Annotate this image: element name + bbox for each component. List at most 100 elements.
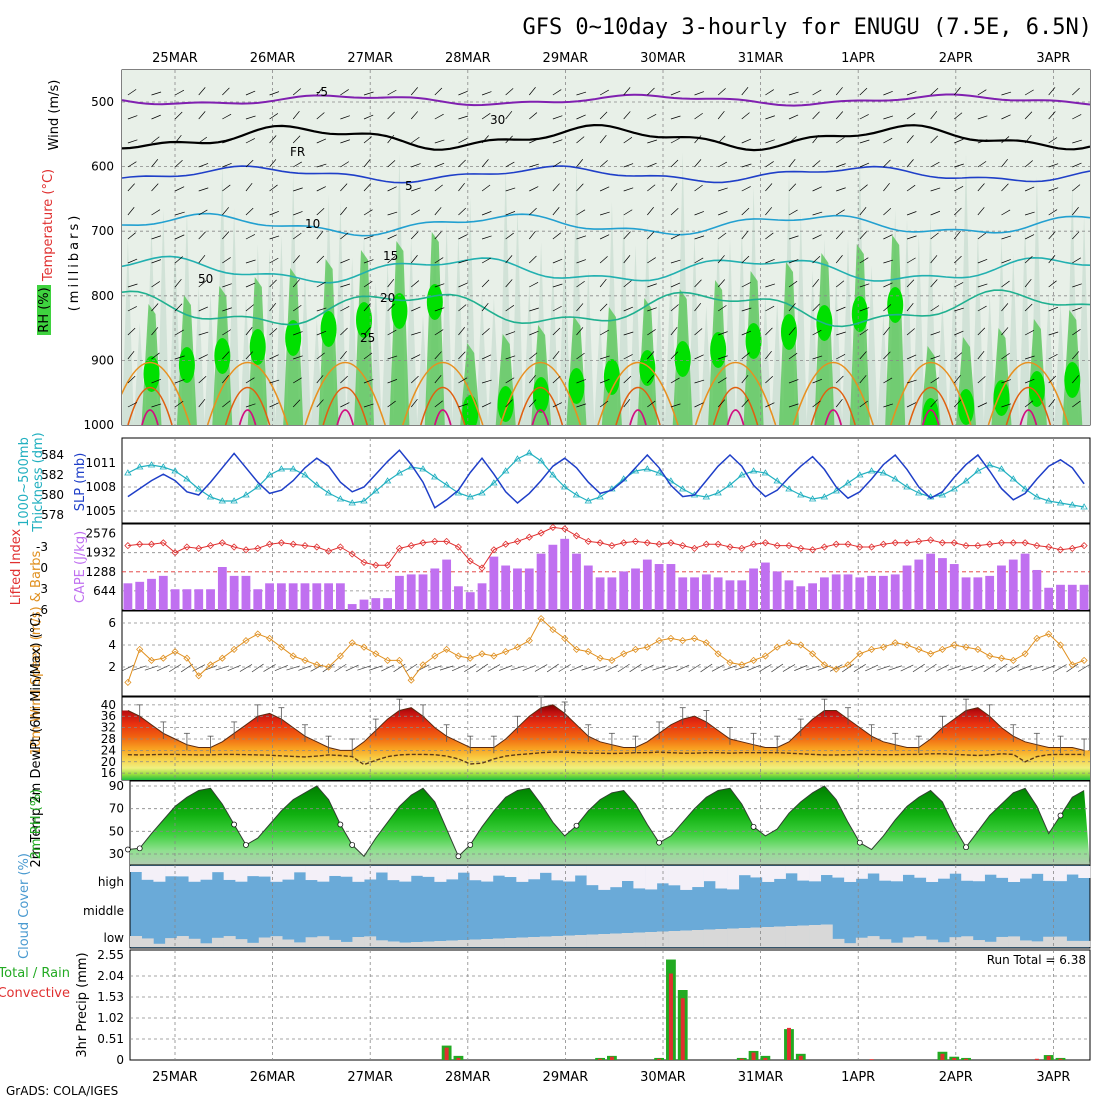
cloud-high-gap [305,866,318,881]
cape-bar [288,583,298,610]
li-line [127,526,1085,569]
wind-barb [1072,283,1082,288]
cloud-low-part [1054,936,1067,947]
wind-barb [765,402,775,408]
wind-barb [357,665,371,671]
wind-barb [883,208,892,216]
wind-barb [434,351,442,360]
wind-barb [652,665,666,671]
pressure-ticks: 500 600 700 800 900 1000 [83,95,114,432]
cape-bar [890,574,900,610]
temp-line [127,704,1085,751]
rh-tick: 50 [109,824,124,838]
cloud-high-gap [481,866,494,882]
rh-core [639,350,656,386]
wind-barb [1072,114,1082,120]
wind-barb [434,231,442,240]
cloud-low-part [668,931,681,947]
wind-barb [977,183,985,192]
wind-barb [245,159,254,168]
rh-band [948,272,961,425]
wind-barb [481,302,489,312]
cloud-high-gap [188,866,201,882]
cloud-high-gap [200,866,213,880]
wind-barb [977,259,988,264]
cape-bar [1044,587,1054,610]
wind-barb [576,259,586,264]
wind-barb [245,234,256,240]
wind-barb [694,159,702,168]
wind-barb [127,402,137,408]
wind-barb [316,255,325,264]
rh2m-fill [130,786,1090,867]
cape-bar [607,577,617,610]
rh-point [337,821,344,828]
wind-barb [151,114,161,120]
cape-bar [158,575,168,610]
date-label-top: 26MAR [250,51,296,66]
cloud-low-part [282,939,295,947]
wind-barb [505,232,514,240]
cape-bar [324,583,333,610]
wind-barb [269,279,277,288]
wind-barb [345,664,359,672]
li-point [525,533,533,541]
wind-barb [458,182,465,192]
wind-barb [930,255,938,264]
cape-bar [253,589,263,610]
wind10m-line [124,615,1088,686]
wind-barb [127,183,135,192]
slp-ticks: 1011 1008 1005 584 582 580 578 [41,448,116,522]
wind-barb [481,257,491,264]
thickness-point [466,493,474,500]
wind-barb [576,114,586,120]
wind-barb [174,379,185,384]
rh-tick: 30 [109,847,124,861]
wind-barb [906,354,917,360]
wind-barb [340,183,348,192]
wind-barb [717,232,727,240]
cloud-high-gap [223,866,236,880]
wind-barb [670,137,680,144]
wind-barb [593,665,607,671]
cape-bar [217,567,227,610]
thickness-point [596,493,604,500]
li-point [773,542,781,550]
wind-barb [269,210,279,216]
wind-barb [623,137,633,144]
isotherm-30 [615,387,661,425]
wind-speed-point [702,639,710,647]
wind-barb [387,134,395,144]
wind-barb [1072,329,1081,336]
isotherm-30 [224,387,271,425]
wind-barb [529,352,538,360]
cloud-high-gap [317,866,330,882]
wind-barb [198,231,206,240]
rh-band [369,282,382,425]
wind-barb [434,113,444,120]
cape-label: CAPE (J/kg) [73,531,88,603]
precip-conv-bar [680,998,685,1060]
wind-barb [552,258,563,264]
wind-barb [883,182,890,192]
wind-barb [198,331,209,336]
wind-barb [1042,665,1056,671]
run-total: Run Total = 6.38 [987,953,1086,967]
wind-barb [700,663,713,673]
cloud-low-part [176,936,189,947]
footer-credit: GrADS: COLA/IGES [6,1084,118,1098]
wind-barb [836,209,845,216]
wind-barb [175,355,185,360]
wind-barb [529,399,537,408]
rh2m-panel: 90 70 50 30 2m RH (%) [29,779,1091,868]
thickness-point [891,475,899,482]
rh-band [1042,293,1055,425]
precip-conv-bar [598,1058,603,1060]
rh-band [1078,214,1090,425]
thickness-point [938,491,947,498]
isotherm-25 [206,361,289,425]
wind-speed-point [761,652,769,660]
wind-barb [552,375,561,384]
cloud-high-gap [785,866,798,874]
